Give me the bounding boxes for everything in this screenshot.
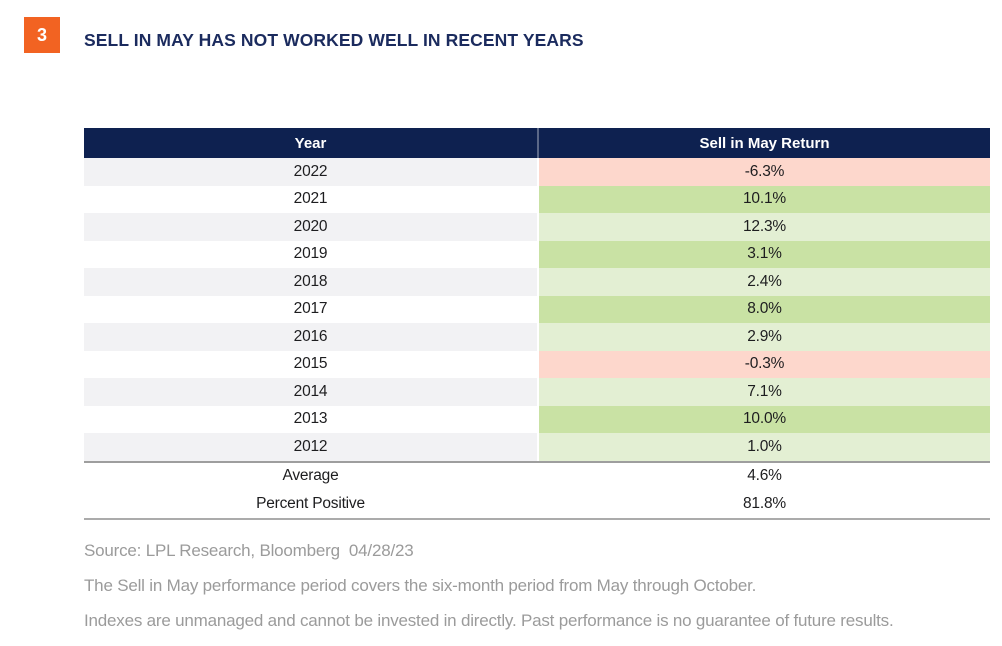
summary-row-percent-positive: Percent Positive 81.8%: [84, 490, 990, 518]
return-cell: 8.0%: [537, 295, 990, 323]
year-cell: 2020: [84, 213, 537, 241]
table-row: 2012 1.0%: [84, 433, 990, 461]
return-cell: 3.1%: [537, 240, 990, 268]
table-row: 2014 7.1%: [84, 378, 990, 406]
table-row: 2019 3.1%: [84, 240, 990, 268]
column-header-year: Year: [294, 134, 327, 152]
year-cell: 2019: [293, 245, 328, 263]
summary-value: 4.6%: [537, 462, 990, 490]
summary-row-average: Average 4.6%: [84, 462, 990, 490]
figure-number-badge: 3: [24, 17, 60, 53]
year-cell: 2012: [84, 433, 537, 461]
summary-value: 81.8%: [537, 490, 990, 518]
summary-label: Percent Positive: [256, 494, 365, 512]
year-cell: 2016: [84, 323, 537, 351]
year-cell: 2021: [293, 190, 328, 208]
year-cell: 2018: [84, 268, 537, 296]
footnote-period: The Sell in May performance period cover…: [84, 576, 757, 595]
table-summary-section: Average 4.6% Percent Positive 81.8%: [84, 460, 990, 520]
footnotes: Source: LPL Research, Bloomberg 04/28/23…: [84, 541, 894, 646]
table-header-row: Year Sell in May Return: [84, 128, 990, 158]
table-row: 2015 -0.3%: [84, 350, 990, 378]
table-row: 2018 2.4%: [84, 268, 990, 296]
column-header-return: Sell in May Return: [537, 128, 990, 158]
table-row: 2020 12.3%: [84, 213, 990, 241]
table-row: 2013 10.0%: [84, 405, 990, 433]
figure-title: SELL IN MAY HAS NOT WORKED WELL IN RECEN…: [84, 30, 584, 50]
figure-number: 3: [36, 24, 47, 45]
year-cell: 2013: [293, 410, 328, 428]
table-body: 2022 -6.3% 2021 10.1% 2020 12.3% 2019 3.1% 2018 2…: [84, 158, 990, 461]
year-cell: 2022: [84, 158, 537, 186]
source-line: Source: LPL Research, Bloomberg 04/28/23: [84, 541, 414, 560]
return-cell: 7.1%: [537, 378, 990, 406]
return-cell: 10.0%: [537, 405, 990, 433]
year-cell: 2015: [293, 355, 328, 373]
year-cell: 2014: [84, 378, 537, 406]
summary-label: Average: [282, 467, 339, 485]
return-cell: 10.1%: [537, 185, 990, 213]
return-cell: -0.3%: [537, 350, 990, 378]
return-cell: 12.3%: [537, 213, 990, 241]
table-row: 2022 -6.3%: [84, 158, 990, 186]
return-cell: -6.3%: [537, 158, 990, 186]
sell-in-may-table: Year Sell in May Return 2022 -6.3% 2021 10.…: [84, 128, 990, 520]
return-cell: 2.9%: [537, 323, 990, 351]
table-row: 2016 2.9%: [84, 323, 990, 351]
return-cell: 1.0%: [537, 433, 990, 461]
return-cell: 2.4%: [537, 268, 990, 296]
table-row: 2021 10.1%: [84, 185, 990, 213]
table-row: 2017 8.0%: [84, 295, 990, 323]
footnote-disclaimer: Indexes are unmanaged and cannot be inve…: [84, 611, 894, 630]
year-cell: 2017: [293, 300, 328, 318]
